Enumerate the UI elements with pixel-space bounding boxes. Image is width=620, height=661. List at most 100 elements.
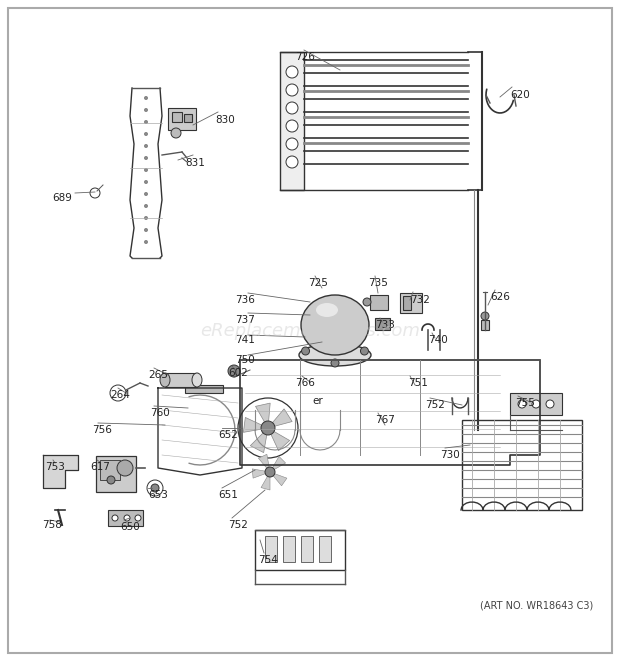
Bar [510,393,562,415]
Bar [185,385,223,393]
Text: 767: 767 [375,415,395,425]
Bar [172,112,182,122]
Text: 733: 733 [375,320,395,330]
Circle shape [301,347,309,355]
Text: 737: 737 [235,315,255,325]
Circle shape [286,138,298,150]
Text: 752: 752 [228,520,248,530]
Polygon shape [43,455,78,488]
Polygon shape [250,431,267,453]
Text: 753: 753 [45,462,65,472]
Circle shape [144,241,148,243]
Text: 831: 831 [185,158,205,168]
Circle shape [144,217,148,219]
Bar [100,460,120,480]
Text: 602: 602 [228,368,248,378]
Text: 653: 653 [148,490,168,500]
Circle shape [171,128,181,138]
Text: (ART NO. WR18643 C3): (ART NO. WR18643 C3) [480,600,593,610]
Polygon shape [261,475,270,490]
Circle shape [532,400,540,408]
Circle shape [144,120,148,124]
Polygon shape [270,409,292,427]
Circle shape [144,180,148,184]
Polygon shape [272,473,287,486]
Polygon shape [272,456,286,471]
Circle shape [107,476,115,484]
Bar [184,114,192,122]
Circle shape [144,108,148,112]
Bar [165,373,197,387]
Ellipse shape [192,373,202,387]
Bar [265,536,277,562]
Text: 652: 652 [218,430,238,440]
Circle shape [481,312,489,320]
Circle shape [363,298,371,306]
Text: 754: 754 [258,555,278,565]
Text: 755: 755 [515,398,535,408]
Text: er: er [312,396,323,406]
Bar [96,456,136,492]
Circle shape [117,460,133,476]
Text: 752: 752 [425,400,445,410]
Circle shape [144,157,148,159]
Bar [319,536,331,562]
Circle shape [144,192,148,196]
Circle shape [151,484,159,492]
Text: 620: 620 [510,90,529,100]
Polygon shape [270,430,290,451]
Text: 725: 725 [308,278,328,288]
Circle shape [144,132,148,136]
Bar [375,318,390,330]
Circle shape [286,120,298,132]
Ellipse shape [301,295,369,355]
Text: 740: 740 [428,335,448,345]
Text: 617: 617 [90,462,110,472]
Circle shape [331,359,339,367]
Bar [168,108,196,130]
Polygon shape [255,403,270,424]
Circle shape [144,97,148,100]
Bar [462,420,582,510]
Text: 830: 830 [215,115,235,125]
Polygon shape [259,454,270,470]
Circle shape [144,204,148,208]
Text: 758: 758 [42,520,62,530]
Text: 264: 264 [110,390,130,400]
Circle shape [518,400,526,408]
Bar [370,295,388,310]
Text: 736: 736 [235,295,255,305]
Bar [255,530,345,570]
Text: 751: 751 [408,378,428,388]
Text: 651: 651 [218,490,238,500]
Bar [280,52,304,190]
Bar [283,536,295,562]
Text: 626: 626 [490,292,510,302]
Circle shape [546,400,554,408]
Circle shape [124,515,130,521]
Circle shape [144,169,148,171]
Text: 265: 265 [148,370,168,380]
Circle shape [360,347,368,355]
Text: 760: 760 [150,408,170,418]
Text: 735: 735 [368,278,388,288]
Text: 750: 750 [235,355,255,365]
Circle shape [144,145,148,147]
Ellipse shape [160,373,170,387]
Circle shape [265,467,275,477]
Bar [400,293,422,313]
Circle shape [286,102,298,114]
Ellipse shape [299,344,371,366]
Bar [301,536,313,562]
Text: 732: 732 [410,295,430,305]
Text: 730: 730 [440,450,460,460]
Circle shape [112,515,118,521]
Polygon shape [244,418,264,432]
Bar [403,296,411,310]
Circle shape [144,229,148,231]
Circle shape [286,66,298,78]
Circle shape [286,84,298,96]
Polygon shape [252,469,267,478]
Text: 689: 689 [52,193,72,203]
Circle shape [135,515,141,521]
